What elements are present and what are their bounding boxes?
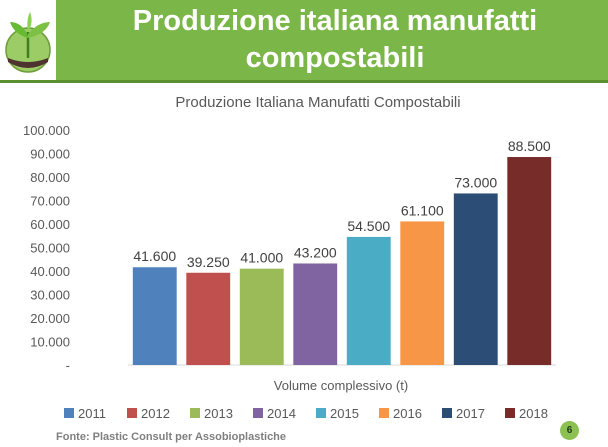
y-tick-label-4: 40.000 [30,264,70,279]
header-underline [0,80,608,83]
y-tick-label-3: 30.000 [30,288,70,303]
bar-2015 [346,236,391,365]
y-tick-label-5: 50.000 [30,241,70,256]
data-label-2013: 41.000 [240,250,283,266]
legend-swatch-2018 [505,408,515,418]
legend-label-2017: 2017 [456,406,485,421]
y-tick-label-9: 90.000 [30,147,70,162]
page-number-badge: 6 [560,421,579,440]
bar-2011 [132,267,177,365]
y-tick-label-2: 20.000 [30,311,70,326]
data-label-2015: 54.500 [347,218,390,234]
legend: 2011 2012 2013 2014 2015 2016 2017 2018 [64,406,548,421]
legend-label-2011: 2011 [78,406,106,421]
slide-title-line-2: compostabili [245,42,425,74]
data-labels-group: 41.600 39.250 41.000 43.200 54.500 61.100 73.0… [133,138,551,270]
legend-label-2018: 2018 [519,406,548,421]
legend-item-2011: 2011 [64,406,106,421]
data-label-2017: 73.000 [454,174,497,190]
legend-label-2015: 2015 [330,406,359,421]
bar-2013 [239,268,284,365]
data-label-2014: 43.200 [294,244,337,260]
legend-label-2013: 2013 [204,406,233,421]
slide-header [0,0,608,80]
legend-swatch-2013 [190,408,200,418]
legend-swatch-2011 [64,408,74,418]
seedling-globe-icon [0,0,56,80]
source-note: Fonte: Plastic Consult per Assobioplasti… [56,431,287,443]
legend-item-2015: 2015 [316,406,359,421]
legend-item-2018: 2018 [505,406,548,421]
bar-2017 [453,193,498,365]
legend-swatch-2014 [253,408,263,418]
legend-item-2012: 2012 [127,406,170,421]
bar-2016 [400,221,445,365]
x-axis-label: Volume complessivo (t) [274,378,408,393]
y-tick-label-10: 100.000 [23,123,70,138]
legend-label-2014: 2014 [267,406,296,421]
data-label-2018: 88.500 [508,138,551,154]
legend-item-2013: 2013 [190,406,233,421]
y-tick-label-1: 10.000 [30,335,70,350]
legend-item-2016: 2016 [379,406,422,421]
bar-2018 [507,157,552,365]
chart-title: Produzione Italiana Manufatti Compostabi… [175,94,460,111]
legend-item-2017: 2017 [442,406,485,421]
legend-item-2014: 2014 [253,406,296,421]
data-label-2012: 39.250 [187,254,230,270]
legend-swatch-2016 [379,408,389,418]
legend-swatch-2012 [127,408,137,418]
bar-2014 [293,263,338,365]
slide-title-line-1: Produzione italiana manufatti [132,5,538,37]
y-tick-label-0: - [66,358,70,373]
data-label-2016: 61.100 [401,202,444,218]
legend-swatch-2015 [316,408,326,418]
y-tick-label-7: 70.000 [30,194,70,209]
legend-swatch-2017 [442,408,452,418]
y-tick-label-6: 60.000 [30,217,70,232]
data-label-2011: 41.600 [133,248,176,264]
y-tick-label-8: 80.000 [30,170,70,185]
legend-label-2016: 2016 [393,406,422,421]
bar-2012 [186,272,231,365]
slide-title: Produzione italiana manufatti compostabi… [80,3,590,77]
bars-group [132,157,552,365]
legend-label-2012: 2012 [141,406,170,421]
